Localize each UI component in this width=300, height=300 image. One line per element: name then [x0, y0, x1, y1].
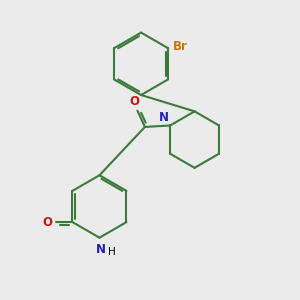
Text: O: O: [130, 94, 140, 108]
Text: H: H: [108, 247, 116, 257]
Text: N: N: [96, 243, 106, 256]
Text: N: N: [159, 111, 169, 124]
Text: O: O: [43, 216, 52, 229]
Text: Br: Br: [172, 40, 188, 53]
